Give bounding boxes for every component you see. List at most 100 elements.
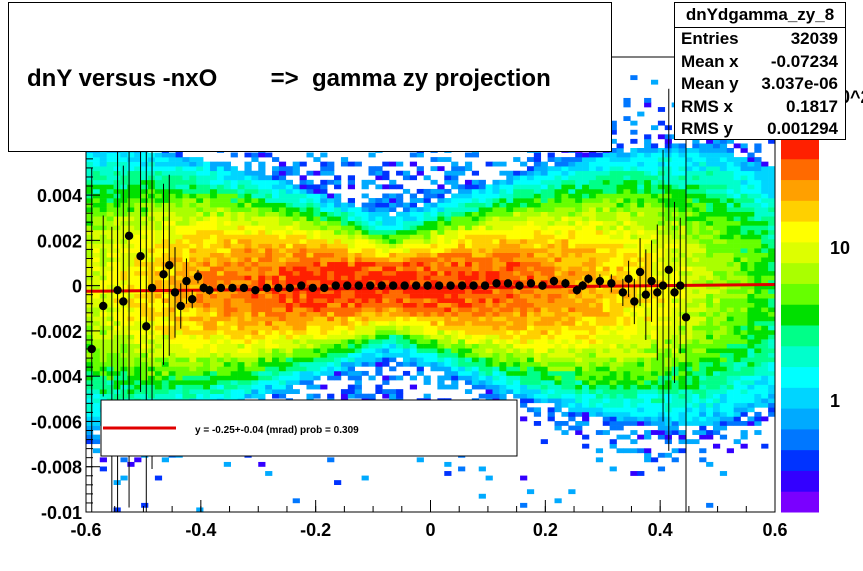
heatmap-cell	[499, 325, 507, 331]
heatmap-cell	[134, 184, 142, 190]
heatmap-cell	[430, 229, 438, 235]
heatmap-cell	[361, 243, 369, 249]
heatmap-cell	[609, 443, 617, 449]
heatmap-cell	[313, 198, 321, 203]
heatmap-cell	[340, 275, 349, 281]
heatmap-cell	[92, 375, 101, 381]
heatmap-cell	[623, 175, 631, 181]
heatmap-cell	[402, 207, 411, 212]
heatmap-cell	[189, 375, 197, 381]
heatmap-cell	[251, 275, 259, 281]
heatmap-cell	[609, 270, 617, 276]
heatmap-cell	[251, 311, 259, 317]
heatmap-cell	[389, 161, 397, 167]
heatmap-cell	[582, 257, 590, 263]
heatmap-cell	[258, 316, 266, 322]
heatmap-cell	[127, 225, 135, 231]
heatmap-cell	[320, 343, 328, 349]
heatmap-cell	[258, 320, 266, 326]
heatmap-cell	[368, 248, 376, 253]
heatmap-cell	[451, 252, 459, 258]
heatmap-cell	[630, 198, 638, 203]
heatmap-cell	[168, 202, 176, 208]
heatmap-cell	[533, 179, 542, 185]
heatmap-cell	[506, 198, 514, 203]
heatmap-cell	[368, 293, 376, 299]
heatmap-cell	[175, 198, 183, 203]
heatmap-cell	[506, 175, 514, 181]
heatmap-cell	[575, 330, 583, 335]
heatmap-cell	[216, 334, 225, 340]
heatmap-cell	[513, 361, 521, 367]
heatmap-cell	[306, 257, 314, 263]
heatmap-cell	[134, 343, 142, 349]
heatmap-cell	[540, 266, 548, 272]
heatmap-cell	[588, 252, 597, 258]
heatmap-cell	[292, 375, 300, 381]
heatmap-cell	[278, 270, 287, 276]
heatmap-cell	[623, 116, 631, 121]
heatmap-cell	[513, 320, 521, 326]
heatmap-cell	[244, 357, 252, 363]
heatmap-cell	[327, 370, 335, 376]
heatmap-cell	[437, 348, 445, 354]
heatmap-cell	[340, 243, 349, 249]
heatmap-cell	[230, 188, 238, 194]
heatmap-cell	[347, 370, 356, 376]
heatmap-cell	[382, 343, 390, 349]
heatmap-cell	[650, 457, 659, 463]
heatmap-cell	[161, 366, 169, 372]
heatmap-cell	[513, 157, 521, 162]
heatmap-cell	[657, 430, 666, 435]
heatmap-cell	[196, 239, 204, 244]
heatmap-cell	[334, 229, 342, 235]
heatmap-cell	[437, 261, 445, 267]
heatmap-cell	[175, 389, 183, 394]
heatmap-cell	[382, 211, 390, 217]
heatmap-cell	[595, 370, 604, 376]
heatmap-cell	[409, 225, 418, 231]
heatmap-cell	[630, 471, 638, 476]
heatmap-cell	[513, 339, 521, 344]
heatmap-cell	[485, 370, 493, 376]
heatmap-cell	[299, 361, 307, 367]
heatmap-cell	[657, 366, 666, 372]
heatmap-cell	[650, 143, 659, 149]
heatmap-cell	[650, 202, 659, 208]
heatmap-cell	[389, 220, 397, 226]
heatmap-cell	[306, 266, 314, 272]
heatmap-cell	[292, 261, 300, 267]
heatmap-cell	[299, 339, 307, 344]
heatmap-cell	[230, 248, 238, 253]
heatmap-cell	[175, 170, 183, 176]
heatmap-cell	[458, 339, 466, 344]
heatmap-cell	[637, 111, 645, 117]
heatmap-cell	[92, 211, 101, 217]
heatmap-cell	[313, 229, 321, 235]
heatmap-cell	[678, 352, 686, 358]
heatmap-cell	[340, 225, 349, 231]
heatmap-cell	[464, 275, 473, 281]
heatmap-cell	[678, 252, 686, 258]
heatmap-cell	[141, 352, 149, 358]
heatmap-cell	[92, 152, 101, 158]
heatmap-cell	[375, 361, 383, 367]
heatmap-cell	[299, 343, 307, 349]
heatmap-cell	[575, 220, 583, 226]
heatmap-cell	[402, 261, 411, 267]
heatmap-cell	[306, 293, 314, 299]
heatmap-cell	[292, 188, 300, 194]
heatmap-cell	[568, 220, 576, 226]
heatmap-cell	[657, 266, 666, 272]
heatmap-cell	[154, 339, 163, 344]
heatmap-cell	[409, 325, 418, 331]
heatmap-cell	[637, 316, 645, 322]
heatmap-cell	[416, 275, 424, 281]
heatmap-cell	[485, 289, 493, 294]
heatmap-cell	[347, 348, 356, 354]
heatmap-cell	[86, 257, 94, 263]
heatmap-cell	[134, 234, 142, 240]
heatmap-cell	[134, 266, 142, 272]
heatmap-cell	[210, 252, 218, 258]
heatmap-cell	[340, 207, 349, 212]
